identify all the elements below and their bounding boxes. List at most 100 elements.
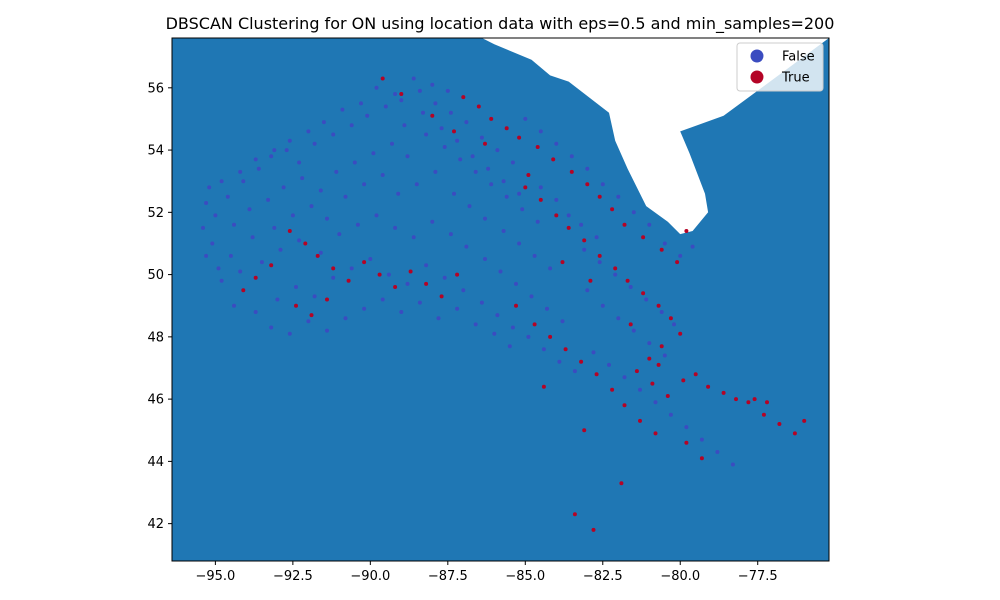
- point-false-43: [272, 225, 277, 230]
- point-true-66: [761, 412, 766, 417]
- point-false-131: [600, 182, 605, 187]
- point-false-94: [495, 313, 500, 318]
- point-false-102: [306, 319, 311, 324]
- point-true-5: [504, 126, 509, 131]
- point-false-77: [529, 294, 534, 299]
- point-false-152: [622, 375, 627, 380]
- point-true-10: [585, 182, 590, 187]
- point-true-74: [541, 384, 546, 389]
- point-true-20: [554, 213, 559, 218]
- point-false-156: [684, 425, 689, 430]
- point-false-67: [355, 222, 360, 227]
- point-true-43: [393, 285, 398, 289]
- point-false-80: [232, 303, 236, 308]
- point-false-109: [436, 316, 441, 321]
- point-false-40: [210, 241, 215, 246]
- point-false-20: [213, 213, 218, 218]
- point-true-67: [777, 422, 782, 426]
- x-tick-label: −80.0: [660, 569, 700, 584]
- point-true-55: [548, 334, 553, 339]
- point-true-23: [597, 253, 602, 258]
- point-true-61: [638, 418, 642, 423]
- plot-area: [172, 38, 829, 561]
- point-false-175: [455, 138, 460, 143]
- point-true-54: [532, 322, 537, 327]
- point-false-21: [232, 222, 236, 227]
- point-false-174: [439, 126, 444, 131]
- point-false-112: [492, 331, 497, 336]
- point-false-126: [523, 116, 528, 121]
- point-false-91: [442, 275, 447, 280]
- point-false-57: [517, 241, 522, 246]
- point-false-65: [318, 250, 323, 255]
- point-false-139: [594, 235, 599, 240]
- point-false-178: [501, 179, 506, 184]
- point-true-75: [514, 303, 518, 308]
- point-false-74: [483, 257, 487, 261]
- point-false-172: [402, 123, 407, 128]
- point-true-24: [613, 266, 618, 271]
- point-false-164: [272, 148, 277, 153]
- point-false-110: [455, 306, 460, 311]
- point-false-134: [647, 222, 652, 227]
- point-false-38: [520, 207, 525, 212]
- point-false-117: [631, 328, 636, 333]
- point-true-16: [675, 260, 680, 265]
- point-true-4: [489, 116, 494, 121]
- point-true-26: [641, 291, 646, 296]
- y-tick-label: 44: [147, 455, 164, 470]
- point-false-154: [653, 400, 658, 405]
- point-false-151: [607, 362, 611, 367]
- point-true-79: [526, 173, 531, 177]
- point-false-85: [331, 275, 336, 280]
- point-true-58: [594, 372, 599, 377]
- point-true-34: [665, 394, 670, 398]
- point-true-53: [325, 297, 329, 302]
- point-true-19: [538, 197, 543, 202]
- point-false-12: [399, 98, 404, 103]
- point-false-153: [638, 387, 642, 392]
- point-false-23: [266, 197, 271, 202]
- point-true-77: [452, 129, 456, 134]
- point-false-59: [548, 266, 553, 271]
- y-tick-label: 56: [147, 81, 164, 96]
- x-tick-label: −85.0: [505, 569, 545, 584]
- y-tick-label: 48: [147, 330, 164, 345]
- point-true-2: [461, 95, 466, 100]
- point-false-158: [715, 450, 720, 454]
- point-false-31: [405, 154, 410, 159]
- point-false-2: [241, 179, 246, 184]
- point-false-133: [631, 210, 636, 215]
- point-true-21: [566, 225, 571, 230]
- legend: False True: [736, 42, 824, 92]
- point-false-87: [368, 257, 373, 261]
- point-true-36: [287, 229, 292, 233]
- point-false-141: [554, 197, 559, 202]
- point-false-6: [297, 160, 302, 165]
- point-true-48: [269, 263, 274, 268]
- point-false-53: [452, 191, 456, 196]
- point-false-37: [504, 194, 509, 199]
- point-false-45: [309, 204, 314, 209]
- point-true-30: [659, 344, 664, 349]
- point-false-55: [483, 216, 487, 221]
- point-false-5: [284, 148, 289, 153]
- point-true-88: [752, 397, 757, 402]
- point-false-116: [616, 316, 621, 321]
- province-map-shape: [172, 38, 829, 561]
- point-false-84: [312, 294, 317, 299]
- point-false-70: [411, 235, 416, 240]
- point-false-128: [554, 141, 559, 146]
- y-tick-label: 52: [147, 206, 164, 221]
- point-true-82: [628, 322, 633, 327]
- chart-title: DBSCAN Clustering for ON using location …: [166, 14, 835, 34]
- point-false-54: [467, 204, 472, 209]
- point-false-81: [253, 310, 258, 314]
- point-true-9: [569, 169, 574, 174]
- point-true-63: [684, 440, 689, 445]
- point-true-3: [476, 104, 481, 109]
- point-true-72: [591, 527, 596, 532]
- point-false-177: [486, 166, 491, 171]
- point-false-8: [331, 132, 336, 137]
- point-false-130: [585, 166, 590, 171]
